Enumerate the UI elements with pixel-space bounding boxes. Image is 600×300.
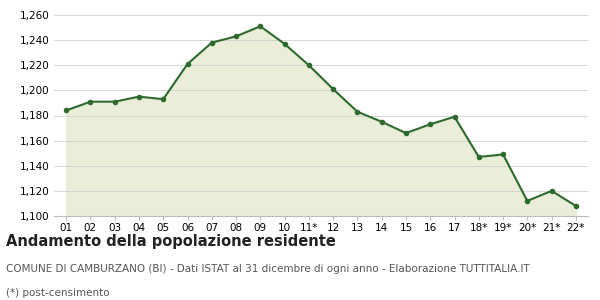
Point bbox=[280, 41, 289, 46]
Point bbox=[571, 203, 581, 208]
Text: Andamento della popolazione residente: Andamento della popolazione residente bbox=[6, 234, 336, 249]
Point bbox=[474, 154, 484, 159]
Text: COMUNE DI CAMBURZANO (BI) - Dati ISTAT al 31 dicembre di ogni anno - Elaborazion: COMUNE DI CAMBURZANO (BI) - Dati ISTAT a… bbox=[6, 264, 530, 274]
Point bbox=[158, 97, 168, 102]
Text: (*) post-censimento: (*) post-censimento bbox=[6, 288, 110, 298]
Point bbox=[498, 152, 508, 157]
Point bbox=[61, 108, 71, 113]
Point bbox=[523, 199, 532, 203]
Point bbox=[401, 131, 411, 136]
Point bbox=[231, 34, 241, 39]
Point bbox=[425, 122, 435, 127]
Point bbox=[256, 24, 265, 29]
Point bbox=[110, 99, 119, 104]
Point bbox=[86, 99, 95, 104]
Point bbox=[304, 63, 314, 68]
Point bbox=[353, 109, 362, 114]
Point bbox=[182, 61, 192, 66]
Point bbox=[450, 114, 460, 119]
Point bbox=[377, 119, 386, 124]
Point bbox=[207, 40, 217, 45]
Point bbox=[328, 87, 338, 92]
Point bbox=[134, 94, 144, 99]
Point bbox=[547, 188, 556, 193]
